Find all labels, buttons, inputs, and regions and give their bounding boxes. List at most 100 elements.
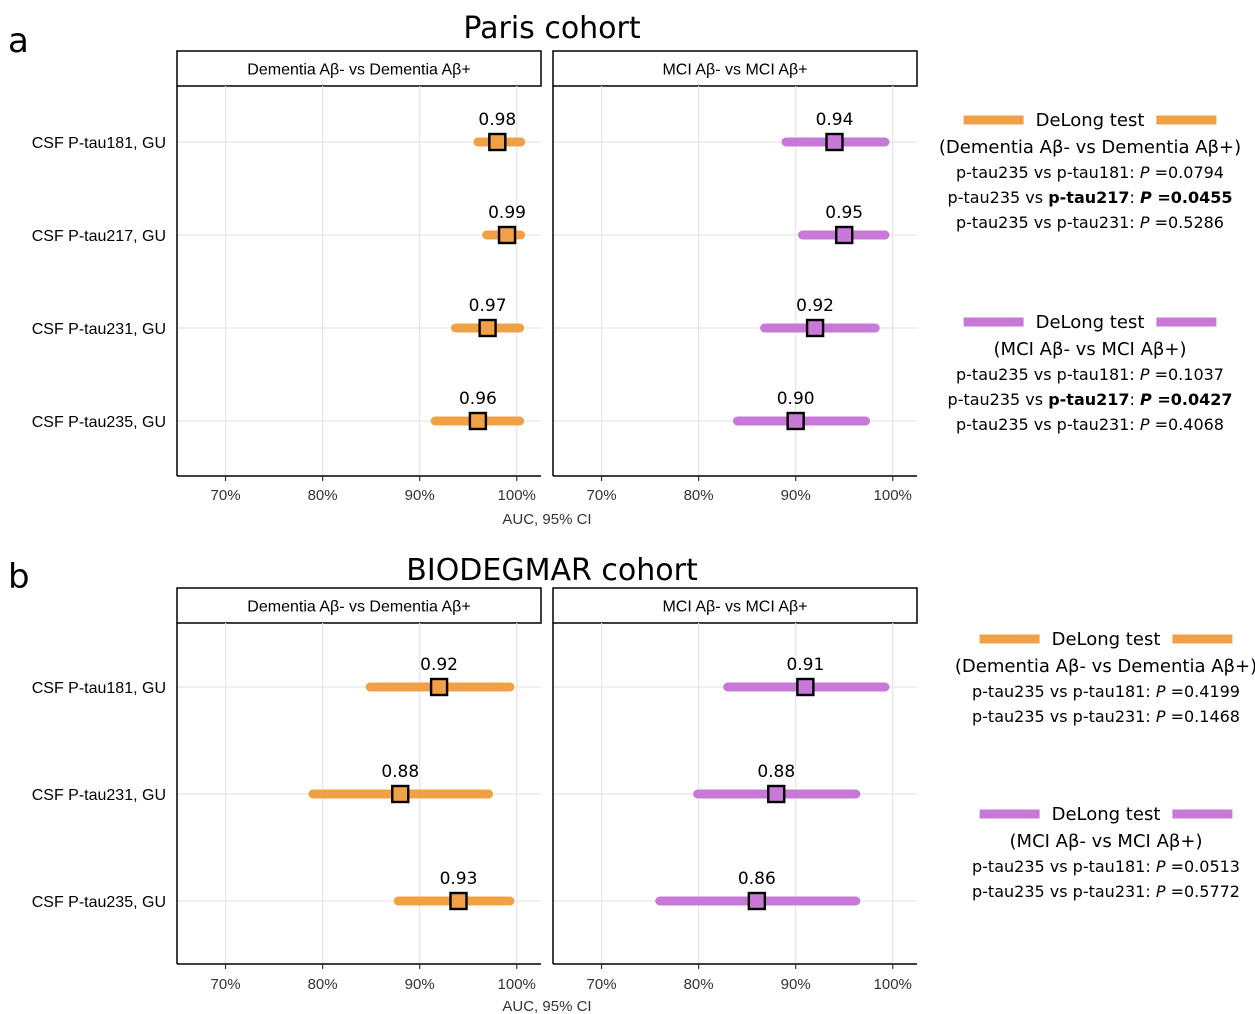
delong-block: DeLong test (MCI Aβ- vs MCI Aβ+) p-tau235 … (972, 804, 1240, 901)
delong-target: p-tau181 (1073, 857, 1146, 876)
facet-strip (176, 50, 542, 87)
facet-strip-label: Dementia Aβ- vs Dementia Aβ+ (247, 62, 470, 79)
delong-comparison: p-tau235 vs p-tau181: P =0.0513 (972, 857, 1240, 876)
auc-value-label: 0.88 (757, 762, 795, 782)
delong-p-symbol: P (1156, 682, 1166, 701)
auc-point (468, 411, 488, 431)
x-tick-label: 80% (684, 976, 714, 993)
delong-p-value: =0.4068 (1150, 415, 1224, 434)
x-tick-label: 80% (684, 487, 714, 504)
auc-point (796, 677, 815, 697)
facet-strip-label: MCI Aβ- vs MCI Aβ+ (662, 62, 807, 79)
cohort-title: BIODEGMAR cohort (406, 553, 698, 588)
auc-point (825, 132, 844, 152)
delong-p-value: =0.0427 (1152, 390, 1233, 409)
auc-point (747, 891, 767, 911)
auc-point (497, 225, 517, 245)
auc-value-label: 0.90 (777, 389, 815, 409)
delong-prefix: p-tau235 vs (972, 707, 1073, 726)
row-label: CSF P-tau231, GU (32, 787, 166, 804)
row-label: CSF P-tau235, GU (32, 894, 166, 911)
delong-p-symbol: P (1156, 882, 1166, 901)
delong-sep: : (1145, 682, 1155, 701)
delong-sep: : (1129, 415, 1139, 434)
delong-prefix: p-tau235 vs (956, 213, 1057, 232)
delong-prefix: p-tau235 vs (948, 390, 1049, 409)
auc-value-label: 0.94 (816, 110, 854, 130)
auc-point (478, 318, 497, 338)
delong-sep: : (1129, 163, 1139, 182)
delong-p-symbol: P (1140, 365, 1150, 384)
panel-letter: a (8, 21, 29, 61)
delong-sep: : (1129, 365, 1139, 384)
delong-heading: DeLong test (1052, 804, 1161, 825)
x-tick-label: 90% (781, 976, 811, 993)
x-tick-label: 90% (781, 487, 811, 504)
x-tick-label: 80% (308, 976, 338, 993)
delong-heading: DeLong test (1036, 110, 1145, 131)
delong-comparison: p-tau235 vs p-tau231: P =0.4068 (956, 415, 1224, 434)
facet-strip (552, 50, 918, 87)
panel-a: a Paris cohort Dementia Aβ- vs Dementia Aβ… (8, 11, 1241, 528)
delong-p-symbol: P (1140, 188, 1152, 207)
delong-p-symbol: P (1140, 415, 1150, 434)
delong-block: DeLong test (Dementia Aβ- vs Dementia Aβ+… (939, 110, 1241, 232)
auc-value-label: 0.96 (459, 389, 497, 409)
auc-value-label: 0.88 (381, 762, 419, 782)
delong-comparison: p-tau235 vs p-tau231: P =0.1468 (972, 707, 1240, 726)
auc-value-label: 0.92 (796, 296, 834, 316)
facet-mci: MCI Aβ- vs MCI Aβ+ 70% 80% 90% 100% 0.91 0.88 0… (552, 587, 918, 993)
delong-p-symbol: P (1140, 163, 1150, 182)
delong-target: p-tau217 (1048, 390, 1129, 409)
delong-p-value: =0.5772 (1166, 882, 1240, 901)
x-tick-label: 70% (587, 487, 617, 504)
delong-heading: DeLong test (1052, 629, 1161, 650)
delong-target: p-tau181 (1057, 365, 1130, 384)
auc-point (429, 677, 449, 697)
delong-prefix: p-tau235 vs (972, 857, 1073, 876)
delong-comparison: p-tau235 vs p-tau181: P =0.0794 (956, 163, 1224, 182)
delong-p-value: =0.0455 (1152, 188, 1233, 207)
x-tick-label: 90% (405, 487, 435, 504)
delong-prefix: p-tau235 vs (948, 188, 1049, 207)
delong-target: p-tau231 (1057, 415, 1130, 434)
delong-comparison: p-tau235 vs p-tau217: P =0.0455 (948, 188, 1233, 207)
delong-p-symbol: P (1140, 213, 1150, 232)
delong-sep: : (1145, 857, 1155, 876)
delong-p-value: =0.0513 (1166, 857, 1240, 876)
delong-sep: : (1145, 707, 1155, 726)
delong-p-value: =0.5286 (1150, 213, 1224, 232)
delong-target: p-tau231 (1073, 882, 1146, 901)
auc-value-label: 0.95 (825, 203, 863, 223)
delong-comparison: p-tau235 vs p-tau231: P =0.5772 (972, 882, 1240, 901)
delong-block: DeLong test (MCI Aβ- vs MCI Aβ+) p-tau235 … (948, 312, 1233, 434)
facet-strip-label: MCI Aβ- vs MCI Aβ+ (662, 599, 807, 616)
x-axis-title: AUC, 95% CI (502, 998, 591, 1014)
delong-target: p-tau231 (1057, 213, 1130, 232)
facet-dementia: Dementia Aβ- vs Dementia Aβ+ 70% 80% 90% 100… (176, 587, 542, 993)
auc-value-label: 0.92 (420, 655, 458, 675)
delong-target: p-tau181 (1057, 163, 1130, 182)
x-tick-label: 80% (308, 487, 338, 504)
auc-value-label: 0.86 (738, 869, 776, 889)
delong-prefix: p-tau235 vs (956, 163, 1057, 182)
facet-mci: MCI Aβ- vs MCI Aβ+ 70% 80% 90% 100% 0.94 0.95 0… (552, 50, 918, 504)
delong-subheading: (Dementia Aβ- vs Dementia Aβ+) (939, 137, 1241, 158)
auc-value-label: 0.98 (478, 110, 516, 130)
x-tick-label: 70% (211, 976, 241, 993)
auc-value-label: 0.97 (469, 296, 507, 316)
x-tick-label: 100% (498, 487, 536, 504)
facet-dementia: Dementia Aβ- vs Dementia Aβ+ 70% 80% 90% 100… (176, 50, 542, 504)
delong-comparison: p-tau235 vs p-tau217: P =0.0427 (948, 390, 1233, 409)
delong-p-value: =0.4199 (1166, 682, 1240, 701)
delong-p-value: =0.0794 (1150, 163, 1224, 182)
delong-prefix: p-tau235 vs (956, 415, 1057, 434)
auc-value-label: 0.93 (440, 869, 478, 889)
row-label: CSF P-tau217, GU (32, 228, 166, 245)
delong-subheading: (Dementia Aβ- vs Dementia Aβ+) (955, 656, 1255, 677)
auc-value-label: 0.99 (488, 203, 526, 223)
x-tick-label: 70% (211, 487, 241, 504)
x-tick-label: 70% (587, 976, 617, 993)
